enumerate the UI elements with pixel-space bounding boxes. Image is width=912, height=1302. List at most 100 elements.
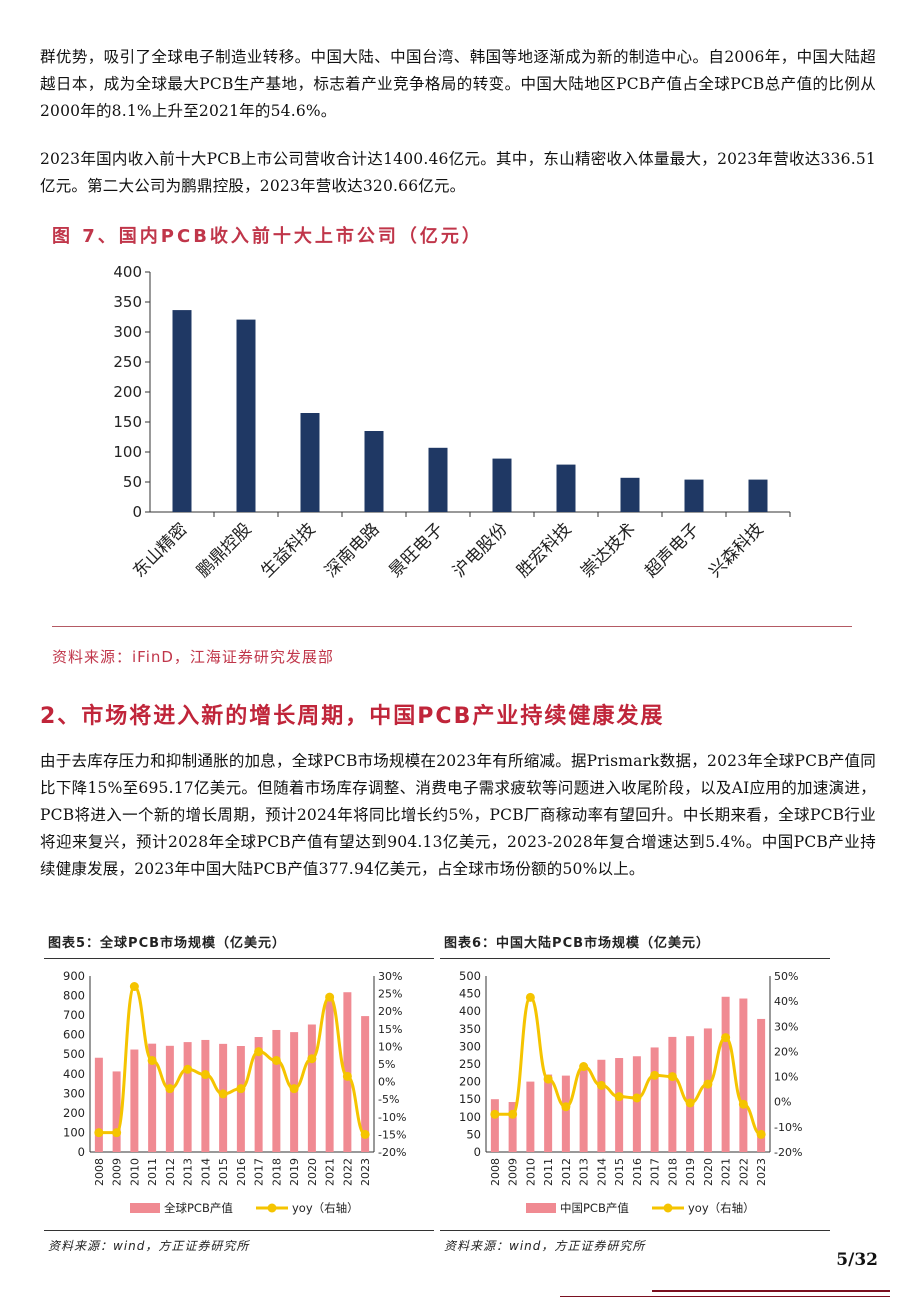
left-tick-label: 400 (63, 1067, 85, 1081)
y-tick-label: 100 (113, 443, 142, 461)
section-heading: 2、市场将进入新的增长周期，中国PCB产业持续健康发展 (40, 704, 665, 729)
yoy-point (703, 1079, 713, 1089)
y-tick-label: 250 (113, 353, 142, 371)
right-tick-label: 10% (774, 1071, 798, 1084)
yoy-point (112, 1128, 122, 1138)
yoy-point (508, 1109, 518, 1119)
x-tick-label: 2021 (720, 1158, 733, 1186)
x-tick-label: 胜宏科技 (513, 519, 575, 581)
yoy-point (129, 982, 139, 992)
yoy-point (254, 1047, 264, 1057)
legend-line-marker (267, 1203, 277, 1213)
right-tick-label: -20% (774, 1146, 802, 1159)
bar (94, 1057, 103, 1152)
left-tick-label: 400 (459, 1004, 481, 1018)
x-tick-label: 2018 (666, 1158, 679, 1186)
yoy-point (614, 1092, 624, 1102)
left-tick-label: 600 (63, 1028, 85, 1042)
yoy-point (721, 1033, 731, 1043)
x-tick-label: 景旺电子 (385, 519, 447, 581)
right-tick-label: -10% (774, 1121, 802, 1134)
x-tick-label: 鹏鼎控股 (193, 519, 255, 581)
legend-bar-swatch (130, 1203, 160, 1213)
y-tick-label: 200 (113, 383, 142, 401)
figure-7-chart: 0 50 100 150 200 250 300 350 400 东山精密 鹏鼎控股 生益科技 深南电路… (113, 263, 791, 582)
x-tick-label: 2013 (578, 1158, 591, 1186)
bar (748, 479, 768, 512)
right-tick-label: -15% (378, 1128, 406, 1141)
right-tick-label: 20% (378, 1005, 402, 1018)
x-tick-label: 2019 (288, 1158, 301, 1186)
legend-bar-swatch (526, 1203, 556, 1213)
bar (272, 1029, 281, 1152)
yoy-point (650, 1070, 660, 1080)
footer-rule (652, 1290, 890, 1292)
yoy-point (200, 1070, 210, 1080)
figure-7-source: 资料来源：iFinD，江海证券研究发展部 (52, 648, 334, 666)
yoy-point (94, 1128, 104, 1138)
x-tick-label: 2015 (613, 1158, 626, 1186)
bar (148, 1043, 157, 1152)
bar (684, 479, 704, 512)
yoy-point (218, 1089, 228, 1099)
chart-6-title: 图表6：中国大陆PCB市场规模（亿美元） (444, 936, 711, 951)
x-tick-label: 2022 (341, 1158, 354, 1186)
yoy-point (596, 1080, 606, 1090)
bar (597, 1059, 606, 1152)
y-tick-label: 350 (113, 293, 142, 311)
bar (130, 1049, 139, 1152)
x-tick-label: 2008 (489, 1158, 502, 1186)
x-tick-label: 2014 (595, 1158, 608, 1186)
x-tick-label: 2023 (359, 1158, 372, 1186)
bar (307, 1024, 316, 1152)
x-tick-label: 2018 (270, 1158, 283, 1186)
bar (236, 1046, 245, 1152)
yoy-point (183, 1064, 193, 1074)
legend-bar-label: 全球PCB产值 (164, 1201, 233, 1215)
x-tick-label: 2013 (182, 1158, 195, 1186)
left-tick-label: 300 (63, 1086, 85, 1100)
bar (236, 319, 256, 512)
bar (428, 447, 448, 512)
y-tick-label: 400 (113, 263, 142, 281)
yoy-point (236, 1084, 246, 1094)
left-tick-label: 0 (474, 1145, 481, 1159)
bar (492, 458, 512, 512)
yoy-point (289, 1084, 299, 1094)
bar (620, 477, 640, 512)
paragraph-1: 群优势，吸引了全球电子制造业转移。中国大陆、中国台湾、韩国等地逐渐成为新的制造中… (40, 48, 876, 120)
bar (544, 1074, 553, 1152)
yoy-point (632, 1093, 642, 1103)
x-tick-label: 超声电子 (641, 519, 703, 581)
x-tick-label: 2010 (128, 1158, 141, 1186)
right-tick-label: 5% (378, 1058, 395, 1071)
x-tick-label: 2017 (253, 1158, 266, 1186)
right-tick-label: 15% (378, 1023, 402, 1036)
yoy-point (147, 1055, 157, 1065)
x-tick-label: 崇达技术 (577, 519, 639, 581)
right-tick-label: 20% (774, 1045, 798, 1058)
bar (526, 1081, 535, 1152)
x-tick-label: 2011 (146, 1158, 159, 1186)
bar (650, 1047, 659, 1152)
bar (615, 1058, 624, 1152)
left-tick-label: 100 (459, 1110, 481, 1124)
legend-line-label: yoy（右轴） (688, 1201, 755, 1215)
paragraph-2: 2023年国内收入前十大PCB上市公司营收合计达1400.46亿元。其中，东山精… (40, 150, 876, 195)
bar (757, 1018, 766, 1152)
bar (703, 1028, 712, 1152)
x-tick-label: 沪电股份 (449, 519, 511, 581)
chart-5-bottom-rule (44, 1230, 434, 1231)
x-tick-label: 2022 (737, 1158, 750, 1186)
paragraph-3: 由于去库存压力和抑制通胀的加息，全球PCB市场规模在2023年有所缩减。据Pri… (40, 752, 876, 878)
y-tick-label: 150 (113, 413, 142, 431)
right-tick-label: 25% (378, 988, 402, 1001)
footer-rule-thin (560, 1296, 890, 1297)
yoy-point (561, 1102, 571, 1112)
x-tick-label: 2008 (93, 1158, 106, 1186)
x-tick-label: 2015 (217, 1158, 230, 1186)
x-tick-label: 2017 (649, 1158, 662, 1186)
x-tick-label: 2016 (631, 1158, 644, 1186)
yoy-point (525, 992, 535, 1002)
bar (739, 998, 748, 1152)
